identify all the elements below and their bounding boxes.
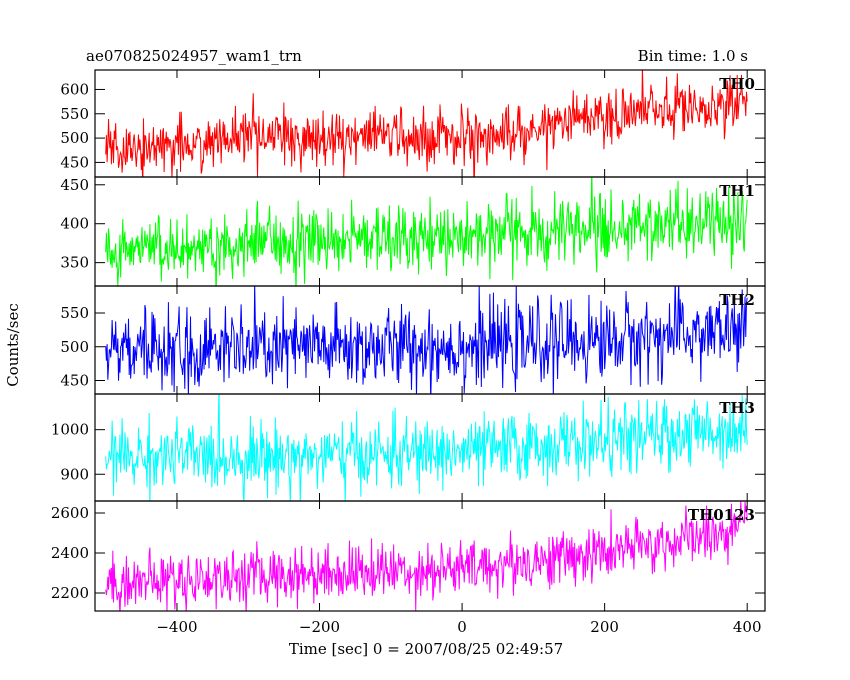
panel-th1: 350 400 450 TH1	[60, 176, 766, 287]
panel-label-th1: TH1	[719, 182, 755, 200]
y-tick-label: 350	[60, 254, 89, 272]
y-tick-label: 1000	[51, 421, 89, 439]
x-tick-label: 0	[457, 618, 467, 636]
bin-time-label: Bin time: 1.0 s	[638, 47, 748, 65]
series-line-th1	[105, 177, 748, 286]
y-axis-label: Counts/sec	[4, 303, 22, 387]
panel-frame	[94, 69, 766, 178]
series-line-th0123	[105, 501, 748, 611]
x-tick-label: 400	[733, 618, 762, 636]
x-axis-label: Time [sec] 0 = 2007/08/25 02:49:57	[289, 640, 563, 658]
x-axis: −400 −200 0 200 400	[156, 618, 761, 636]
y-tick-label: 2200	[51, 584, 89, 602]
panel-label-th0123: TH0123	[688, 506, 755, 524]
x-tick-label: 200	[590, 618, 619, 636]
chart-title: ae070825024957_wam1_trn	[86, 47, 302, 65]
y-tick-label: 2600	[51, 504, 89, 522]
panel-th0: 450 500 550 600 TH0	[60, 69, 766, 178]
y-tick-label: 500	[60, 129, 89, 147]
panel-frame	[94, 500, 766, 612]
y-tick-label: 500	[60, 338, 89, 356]
panel-label-th2: TH2	[719, 291, 755, 309]
panel-th2: 450 500 550 TH2	[60, 285, 766, 395]
panels-group: 450 500 550 600 TH0 350 400 450 TH1 450 500 550 TH2 9…	[51, 69, 766, 612]
y-tick-label: 600	[60, 80, 89, 98]
x-tick-label: −200	[299, 618, 340, 636]
y-tick-label: 450	[60, 153, 89, 171]
x-tick-label: −400	[156, 618, 197, 636]
panel-th3: 900 1000 TH3	[51, 393, 766, 502]
y-tick-label: 450	[60, 176, 89, 194]
panel-th0123: 2200 2400 2600 TH0123	[51, 500, 766, 612]
y-tick-label: 550	[60, 304, 89, 322]
series-line-th2	[105, 286, 748, 394]
series-line-th0	[105, 70, 748, 177]
y-tick-label: 2400	[51, 544, 89, 562]
panel-label-th3: TH3	[719, 399, 755, 417]
panel-label-th0: TH0	[719, 75, 755, 93]
y-tick-label: 900	[60, 465, 89, 483]
y-tick-label: 450	[60, 372, 89, 390]
y-tick-label: 400	[60, 215, 89, 233]
series-line-th3	[105, 394, 748, 501]
y-tick-label: 550	[60, 105, 89, 123]
